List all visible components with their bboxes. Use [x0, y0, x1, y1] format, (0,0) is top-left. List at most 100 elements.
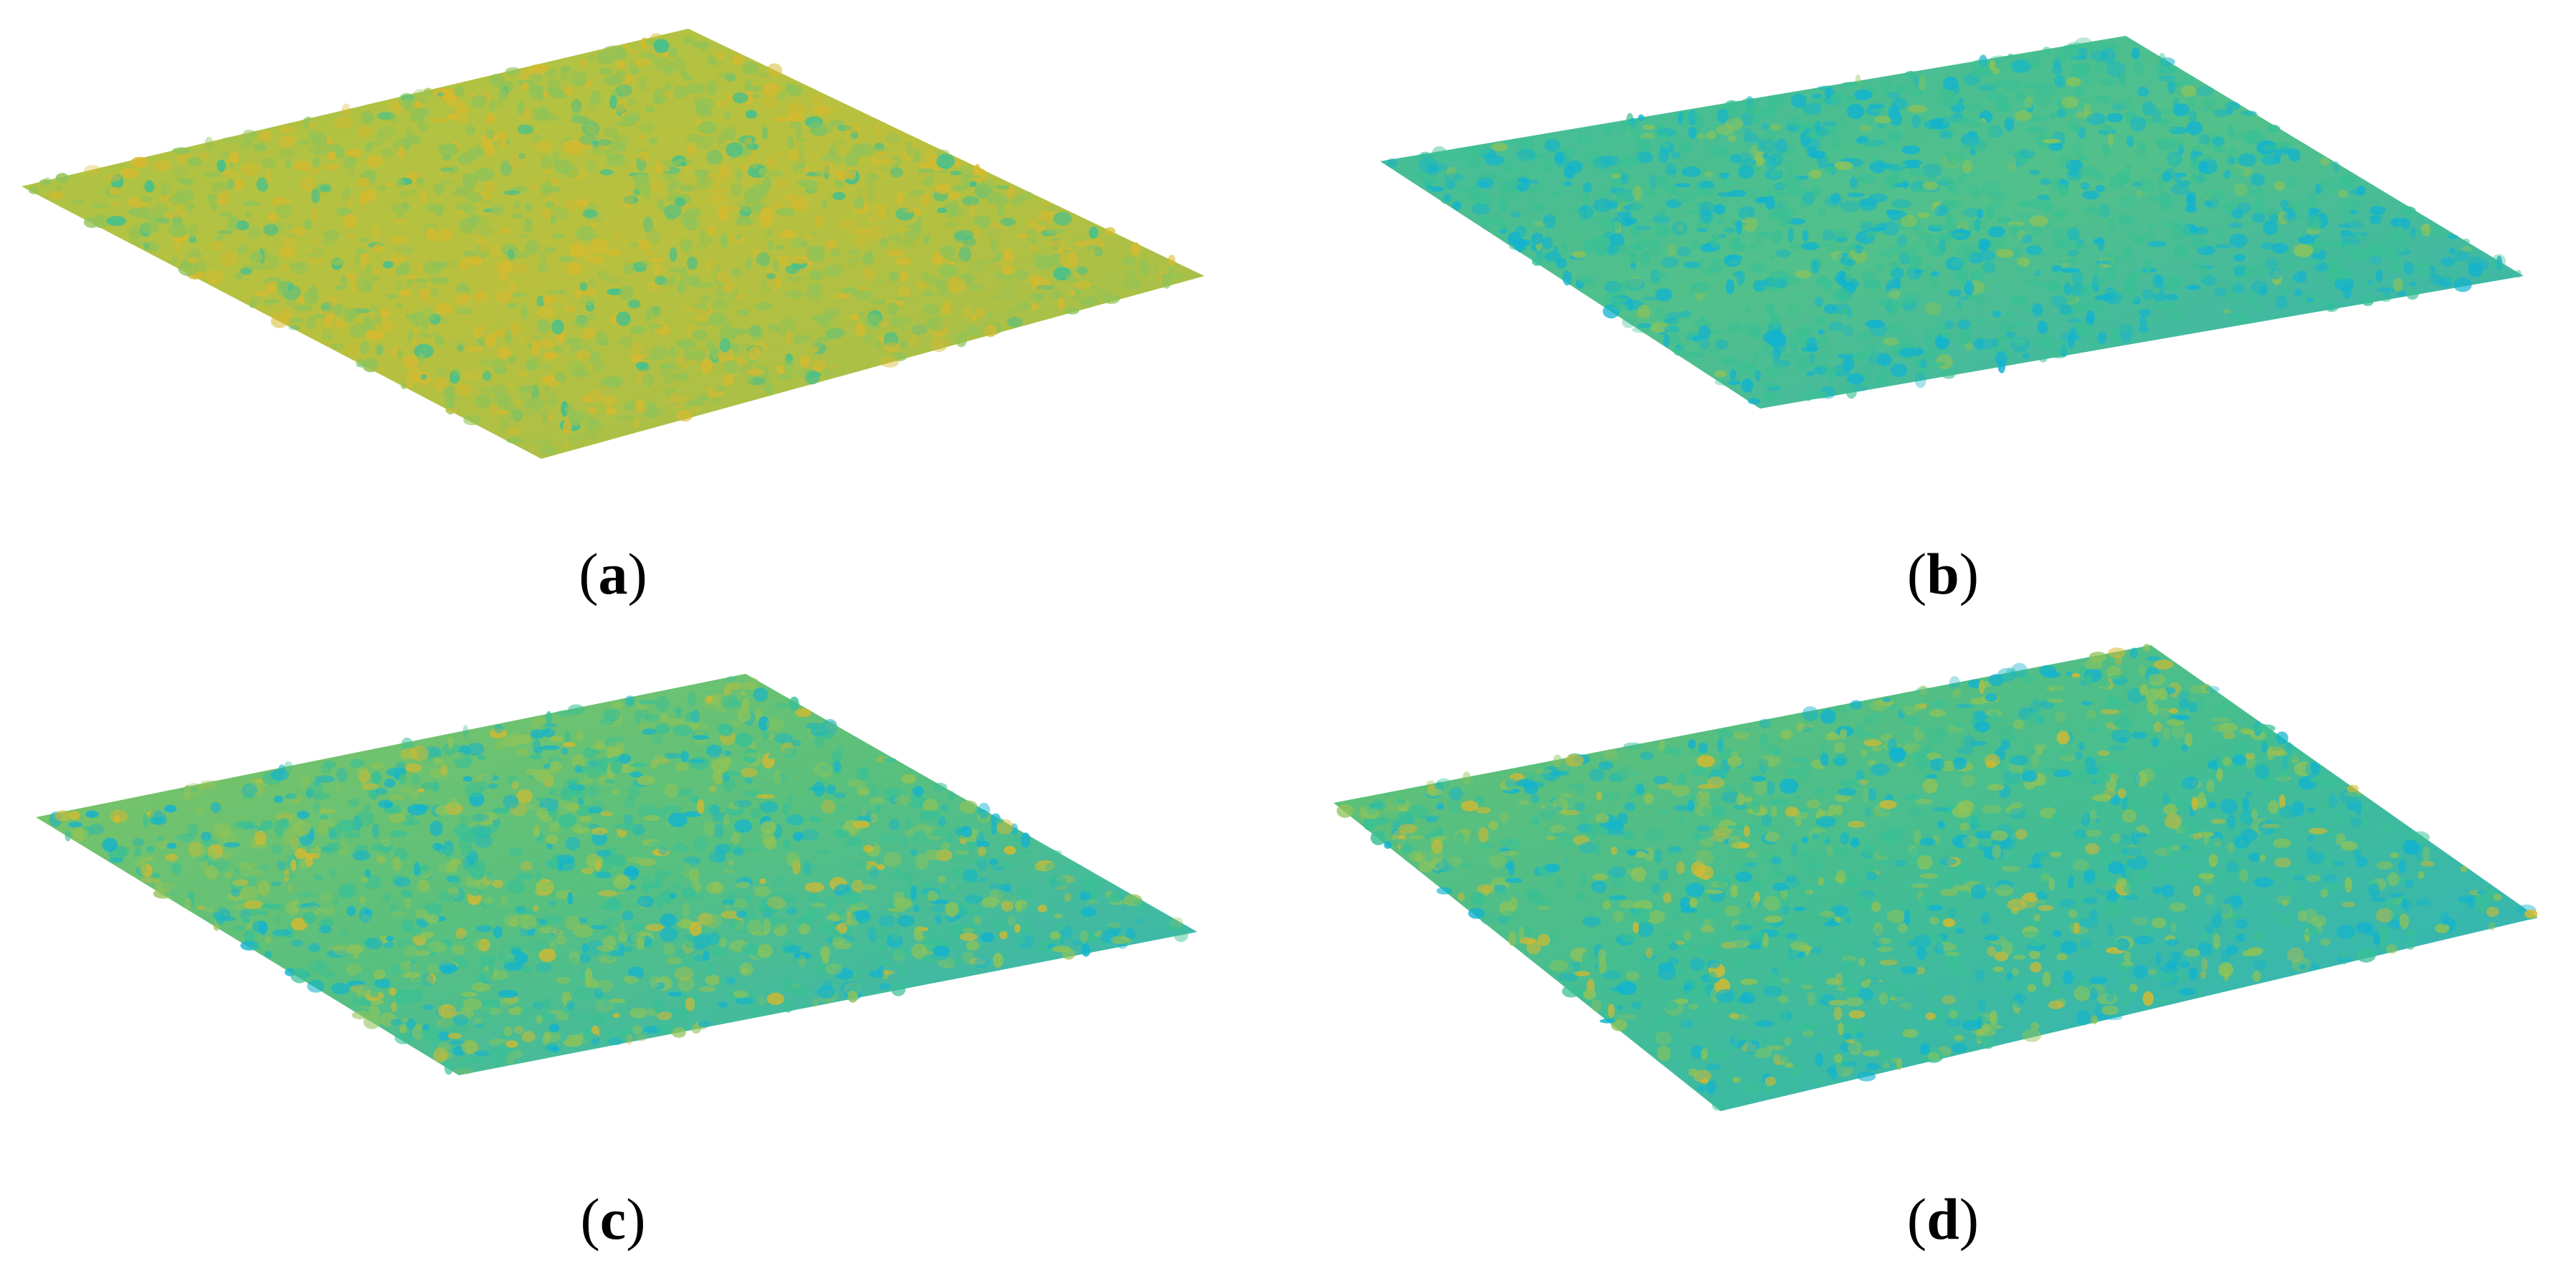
surface-a-peak — [718, 208, 729, 222]
surface-c-peak — [422, 973, 434, 986]
surface-b-peak — [1750, 243, 1757, 251]
surface-a-peak — [1009, 195, 1025, 206]
surface-a-peak — [822, 153, 842, 165]
surface-b-peak — [2272, 242, 2289, 254]
surface-b-peak — [2167, 151, 2182, 167]
surface-c-peak — [452, 944, 465, 955]
surface-d-peak — [1687, 799, 1695, 812]
surface-c-peak — [852, 820, 870, 829]
surface-c-peak — [498, 989, 518, 999]
surface-a-peak — [1105, 227, 1116, 236]
surface-c-peak — [516, 789, 533, 804]
surface-a-peak — [434, 366, 447, 378]
surface-b-peak — [1888, 244, 1908, 255]
surface-a-peak — [920, 193, 931, 207]
surface-a-peak — [363, 315, 372, 330]
surface-b-peak — [1680, 310, 1692, 319]
surface-d-peak — [2281, 900, 2289, 906]
surface-c-peak — [588, 806, 602, 814]
surface-a-peak — [646, 229, 662, 244]
surface-a-peak — [992, 295, 998, 301]
surface-b-peak — [2390, 217, 2405, 228]
surface-a-peak — [795, 126, 803, 143]
surface-c-peak — [394, 1032, 413, 1044]
surface-a-peak — [748, 325, 762, 338]
surface-a-peak — [247, 225, 262, 239]
surface-b-peak — [1992, 338, 1999, 348]
surface-c-peak — [859, 809, 871, 816]
surface-a-peak — [572, 316, 590, 328]
surface-a-peak — [278, 148, 296, 159]
surface-a-peak — [757, 70, 770, 79]
surface-a-peak — [592, 361, 605, 372]
surface-d-peak — [2205, 924, 2214, 933]
surface-b-peak — [2032, 303, 2043, 317]
surface-d-texture — [1336, 644, 2538, 1111]
surface-c-peak — [472, 1057, 482, 1065]
surface-c-peak — [722, 899, 735, 905]
surface-c-peak — [546, 1044, 559, 1052]
surface-c-peak — [489, 728, 508, 739]
surface-a-peak — [657, 198, 665, 211]
surface-a-peak — [605, 394, 614, 409]
surface-c-peak — [549, 735, 565, 743]
surface-c-peak — [1131, 900, 1146, 912]
surface-a-peak — [106, 216, 126, 227]
surface-b-peak — [2119, 194, 2134, 208]
surface-b-peak — [2069, 55, 2087, 60]
surface-d-peak — [2029, 950, 2040, 959]
surface-c-peak — [200, 780, 220, 785]
surface-d-peak — [1508, 931, 1517, 946]
surface-d-peak — [2163, 804, 2177, 816]
surface-c-peak — [390, 910, 406, 918]
surface-c-peak — [585, 978, 598, 989]
surface-a-peak — [632, 342, 643, 354]
surface-a-peak — [886, 249, 906, 257]
surface-a-peak — [692, 41, 710, 49]
surface-b-peak — [1684, 351, 1705, 358]
surface-b-peak — [2015, 264, 2025, 273]
surface-a-peak — [680, 211, 695, 227]
surface-a-peak — [500, 161, 513, 176]
surface-c-peak — [223, 842, 240, 848]
surface-b-peak — [1615, 158, 1635, 165]
surface-c-peak — [233, 925, 247, 930]
surface-b-peak — [2421, 223, 2431, 237]
surface-a-peak — [724, 360, 738, 373]
surface-d-peak — [2200, 933, 2210, 940]
surface-c-peak — [338, 841, 349, 856]
surface-d-peak — [1729, 858, 1738, 868]
surface-c-peak — [513, 1025, 524, 1034]
surface-a-peak — [600, 396, 620, 405]
surface-d-peak — [1617, 1014, 1637, 1020]
surface-d-peak — [1916, 687, 1930, 694]
surface-b-peak — [1775, 249, 1791, 258]
surface-d-peak — [2184, 948, 2200, 957]
surface-c-peak — [219, 830, 237, 844]
surface-d-peak — [1688, 739, 1696, 749]
surface-b-peak — [2333, 267, 2353, 280]
surface-b-peak — [2309, 208, 2321, 214]
surface-b-peak — [1464, 146, 1481, 162]
surface-a-peak — [92, 203, 110, 209]
surface-c-peak — [440, 763, 448, 776]
surface-b-peak — [1842, 229, 1852, 237]
surface-d-peak — [2053, 769, 2072, 778]
surface-c-peak — [704, 820, 716, 836]
surface-b-peak — [2101, 48, 2116, 64]
surface-d-peak — [1785, 968, 1800, 981]
surface-b-peak — [1544, 139, 1561, 152]
surface-c-peak — [382, 893, 391, 903]
surface-d-peak — [1618, 960, 1630, 967]
surface-c-peak — [736, 910, 747, 918]
surface-d-peak — [2288, 746, 2299, 761]
surface-a-peak — [204, 136, 214, 151]
surface-c-peak — [271, 844, 282, 855]
surface-b-peak — [2108, 218, 2116, 231]
surface-a-peak — [876, 278, 885, 285]
surface-a-peak — [437, 92, 444, 97]
surface-c-peak — [723, 813, 730, 825]
surface-b-peak — [1922, 181, 1938, 191]
surface-b-peak — [2033, 281, 2048, 288]
surface-a-peak — [643, 250, 655, 257]
